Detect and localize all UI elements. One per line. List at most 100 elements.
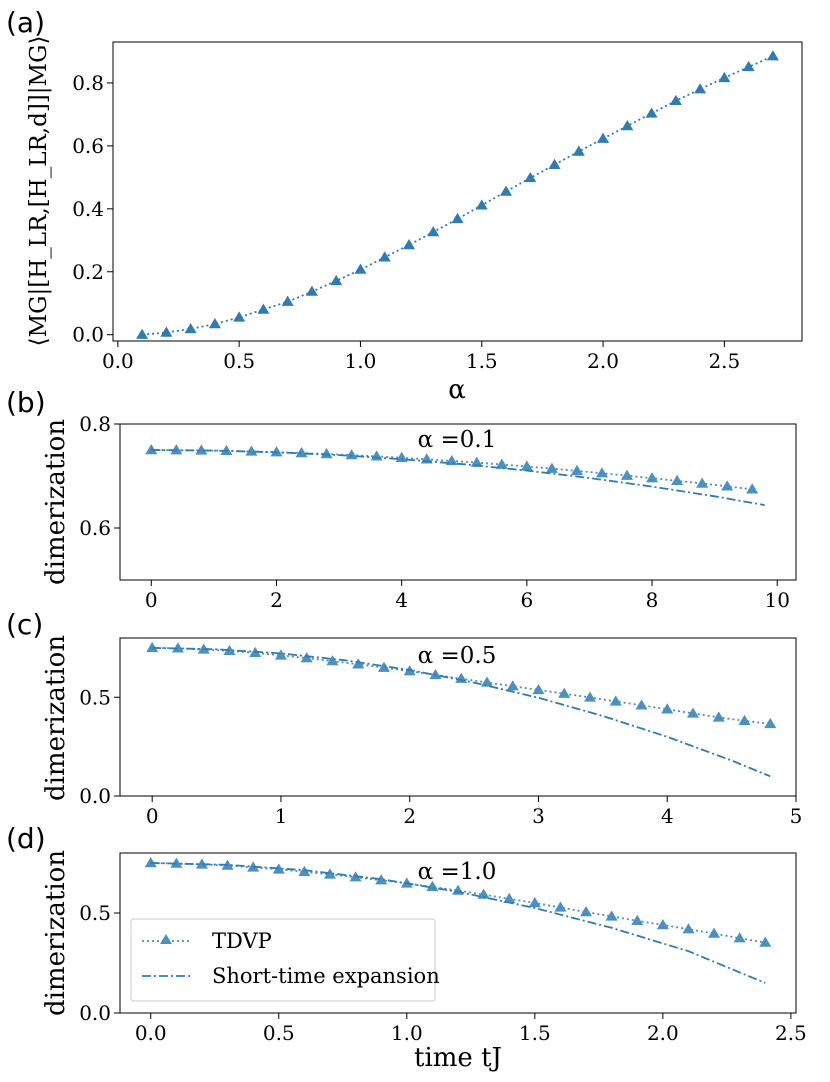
data-point-d-0-21 — [682, 923, 695, 934]
data-point-b-0-15 — [520, 460, 533, 471]
data-point-a-0-17 — [548, 158, 561, 169]
legend: TDVP Short-time expansion — [130, 918, 440, 1002]
panel-c: (c) 0 1 2 3 4 5 0.0 0.5 α =0.5 dimerization — [6, 608, 802, 828]
data-point-b-0-13 — [470, 456, 483, 467]
x-tick-label-b-0: 0 — [145, 588, 158, 612]
legend-box — [130, 918, 436, 1002]
data-point-a-0-21 — [645, 107, 658, 118]
data-point-c-0-9 — [377, 661, 390, 672]
data-point-d-0-14 — [503, 892, 516, 903]
panel-d: (d) 0.0 0.5 1.0 1.5 2.0 2.5 0.0 0.5 α =1.0 dime… — [6, 822, 807, 1073]
data-point-a-0-3 — [208, 318, 221, 329]
x-tick-label-c-0: 0 — [146, 804, 159, 828]
data-point-a-0-24 — [718, 71, 731, 83]
axes-frame-a — [112, 41, 803, 342]
data-point-b-0-16 — [545, 462, 558, 473]
x-tick-label-b-4: 8 — [646, 588, 659, 612]
axes-frame-b — [119, 423, 797, 581]
data-point-a-0-6 — [281, 295, 294, 306]
data-point-d-0-18 — [605, 910, 618, 921]
x-tick-label-d-3: 1.5 — [519, 1021, 551, 1045]
data-point-c-0-24 — [764, 717, 777, 729]
data-point-c-0-16 — [558, 687, 571, 698]
y-tick-label-a-1: 0.2 — [72, 260, 104, 284]
grid-marks-c: 0 1 2 3 4 5 0.0 0.5 — [79, 685, 802, 828]
y-axis-label-a: ⟨MG|[H_LR,[H_LR,d]]|MG⟩ — [26, 36, 52, 347]
data-point-c-0-11 — [429, 668, 442, 680]
data-point-c-0-3 — [223, 644, 236, 656]
x-axis-label-a: α — [448, 375, 466, 405]
grid-marks-b: 0 2 4 6 8 10 0.6 0.8 — [79, 412, 790, 612]
data-point-a-0-20 — [621, 120, 634, 131]
data-point-c-0-18 — [609, 695, 622, 706]
data-point-c-0-7 — [326, 655, 339, 666]
panel-label-d: (d) — [6, 822, 46, 855]
x-tick-label-c-1: 1 — [275, 804, 288, 828]
data-point-a-0-25 — [742, 60, 755, 72]
data-point-b-0-8 — [345, 449, 358, 460]
x-tick-label-a-1: 0.5 — [223, 349, 255, 373]
data-point-c-0-22 — [712, 711, 725, 722]
series-line-c-1 — [152, 647, 771, 778]
data-point-a-0-18 — [572, 145, 585, 156]
data-point-a-0-12 — [427, 226, 440, 237]
grid-marks-a: 0.0 0.5 1.0 1.5 2.0 2.5 0.0 0.2 0.4 0.6 0.8 — [72, 71, 740, 373]
data-point-d-0-24 — [759, 936, 772, 947]
data-point-b-0-24 — [746, 483, 759, 494]
data-point-c-0-21 — [686, 707, 699, 718]
data-point-a-0-7 — [305, 285, 318, 296]
data-point-d-0-13 — [477, 888, 490, 899]
x-tick-label-b-3: 6 — [520, 588, 533, 612]
data-point-c-0-0 — [146, 641, 159, 653]
data-point-d-0-20 — [656, 919, 669, 930]
x-tick-label-c-5: 5 — [790, 804, 803, 828]
data-point-d-0-9 — [375, 874, 388, 885]
series-d — [144, 857, 772, 984]
data-point-a-0-15 — [500, 185, 513, 196]
data-point-b-0-22 — [696, 477, 709, 488]
data-point-b-0-0 — [145, 444, 158, 455]
x-tick-label-d-4: 2.0 — [647, 1021, 679, 1045]
y-tick-label-a-4: 0.8 — [72, 71, 104, 95]
data-point-a-0-1 — [160, 326, 173, 337]
y-tick-label-d-0: 0.0 — [79, 1001, 111, 1025]
data-point-c-0-20 — [661, 703, 674, 714]
x-tick-label-b-5: 10 — [764, 588, 789, 612]
y-tick-label-d-1: 0.5 — [79, 901, 111, 925]
data-point-b-0-7 — [320, 448, 333, 459]
data-point-c-0-15 — [532, 683, 545, 695]
y-tick-label-b-1: 0.8 — [79, 412, 111, 436]
data-point-c-0-5 — [274, 649, 287, 660]
y-axis-label-d: dimerization — [41, 850, 71, 1016]
series-c — [146, 641, 777, 778]
x-tick-label-c-2: 2 — [403, 804, 416, 828]
data-point-b-0-20 — [646, 472, 659, 483]
data-point-b-0-19 — [621, 469, 633, 480]
data-point-c-0-13 — [480, 676, 493, 687]
x-tick-label-d-0: 0.0 — [135, 1021, 167, 1045]
panel-b: (b) 0 2 4 6 8 10 0.6 0.8 α =0.1 dimerization — [6, 386, 797, 612]
data-point-b-0-3 — [220, 444, 233, 456]
data-point-c-0-19 — [635, 699, 648, 710]
annotation-alpha-b: α =0.1 — [418, 427, 497, 453]
y-tick-label-c-1: 0.5 — [79, 685, 111, 709]
data-point-d-0-11 — [426, 880, 439, 891]
grid-marks-d: 0.0 0.5 1.0 1.5 2.0 2.5 0.0 0.5 — [79, 901, 807, 1045]
data-point-a-0-9 — [354, 263, 367, 274]
x-tick-label-a-0: 0.0 — [102, 349, 134, 373]
data-point-d-0-0 — [144, 857, 157, 868]
data-point-b-0-14 — [495, 458, 508, 469]
x-tick-label-d-5: 2.5 — [775, 1021, 807, 1045]
data-point-d-0-15 — [528, 897, 541, 908]
data-point-a-0-14 — [475, 199, 488, 210]
data-point-d-0-1 — [170, 857, 183, 868]
data-point-c-0-6 — [300, 652, 313, 663]
x-tick-label-d-2: 1.0 — [391, 1021, 423, 1045]
data-point-c-0-17 — [583, 691, 596, 702]
y-tick-label-a-2: 0.4 — [72, 197, 104, 221]
legend-label-short-time: Short-time expansion — [212, 964, 440, 988]
x-axis-label-d: time tJ — [414, 1043, 502, 1073]
x-tick-label-a-5: 2.5 — [708, 349, 740, 373]
x-tick-label-a-2: 1.0 — [345, 349, 377, 373]
